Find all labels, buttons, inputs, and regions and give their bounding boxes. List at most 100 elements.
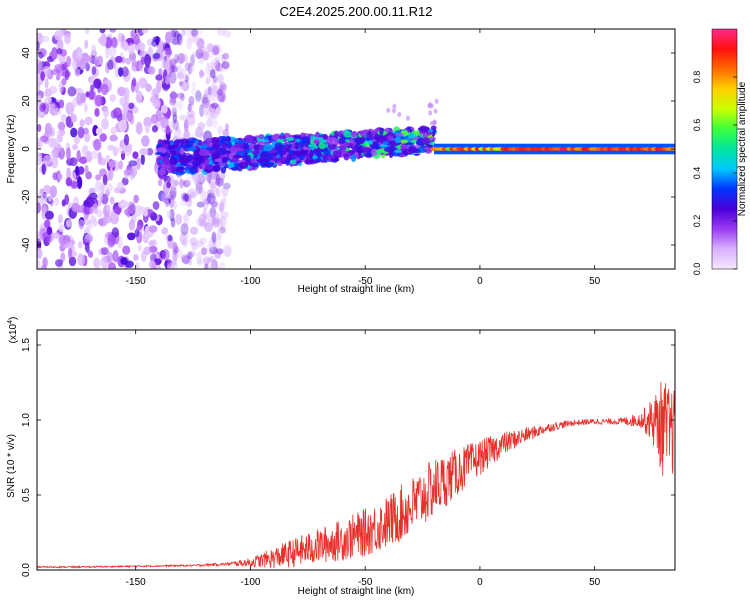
spectrogram-cell (94, 108, 100, 117)
spectrogram-cell (128, 219, 136, 231)
spectrogram-cell (168, 195, 175, 208)
x-tick-label: 0 (477, 577, 483, 588)
spectrogram-cell (37, 40, 40, 52)
spectrogram-cell (125, 57, 132, 65)
spectrogram-cell (70, 171, 77, 181)
spectrogram-cell (188, 95, 195, 106)
spectrogram-cell (190, 88, 199, 95)
spectrogram-cell (191, 29, 198, 37)
spectrogram-cell (379, 144, 389, 148)
spectrogram-cell (338, 133, 345, 138)
snr-frame (36, 329, 676, 571)
spectrogram-cell (303, 157, 314, 165)
spectrogram-cell (294, 142, 299, 150)
spectrogram-cell (120, 200, 130, 208)
spectrogram-cell (206, 118, 214, 128)
spectrogram-cell (407, 145, 417, 154)
spectrogram-cell (37, 155, 42, 165)
spectrogram-cell (199, 125, 205, 133)
spectrogram-cell (156, 143, 162, 147)
spectrogram-cell (156, 80, 162, 94)
spectrogram-cell (64, 68, 70, 81)
spectrogram-cell (107, 144, 115, 151)
spectrogram-cells (37, 29, 675, 269)
spectrogram-cell (185, 198, 193, 208)
spectrogram-cell (211, 137, 220, 146)
colorbar-tick-label: 0.8 (692, 71, 702, 84)
spectrogram-cell (37, 202, 41, 214)
spectrogram-cell (74, 87, 84, 95)
colorbar-tick-label: 0.4 (692, 167, 702, 180)
y-tick-label: 20 (21, 95, 32, 107)
spectrogram-cell (94, 94, 104, 107)
spectrogram-cell (181, 254, 191, 264)
spectrogram-cell (201, 96, 211, 109)
spectrogram-cell (102, 214, 108, 226)
spectrogram-cell (159, 167, 166, 176)
spectrogram-cell (191, 242, 198, 251)
spectrogram-cell (219, 147, 228, 155)
spectrogram-cell (397, 111, 402, 117)
spectrogram-cell (223, 244, 232, 258)
spectrogram-cell (211, 217, 221, 228)
spectrogram-cell (212, 233, 217, 246)
spectrogram-cell (347, 150, 356, 154)
spectrogram-cell (199, 45, 206, 55)
spectrogram-cell (83, 103, 88, 113)
spectrogram-cell (189, 191, 197, 199)
spectrogram-cell (213, 163, 221, 172)
spectrogram-cell (418, 125, 428, 134)
svg-text:(x104): (x104) (7, 317, 19, 344)
x-tick-label: 50 (589, 276, 601, 287)
spectrogram-cell (180, 53, 188, 63)
spectrogram-cell (202, 197, 209, 211)
spectrogram-cell (294, 157, 300, 162)
spectrogram-cell (167, 234, 173, 242)
spectrogram-cell (209, 69, 216, 79)
spectrogram-cell (212, 261, 218, 269)
spectrogram-cell (99, 29, 106, 34)
spectrogram-cell (220, 65, 228, 73)
y-tick-label: -20 (21, 189, 32, 204)
spectrogram-cell (196, 201, 205, 208)
spectrogram-cell (233, 154, 244, 159)
spectrogram-cell (85, 171, 92, 180)
colorbar-tick-label: 0.6 (692, 119, 702, 132)
spectrogram-cell (392, 103, 397, 109)
spectrogram-cell (85, 196, 95, 208)
spectrogram-cell (176, 72, 185, 80)
snr-line (36, 382, 676, 569)
y-tick-label: 1.5 (21, 338, 32, 352)
spectrogram-cell (37, 137, 43, 150)
spectrogram-cell (214, 158, 223, 163)
spectrogram-cell (54, 197, 60, 206)
spectrogram-cell (124, 208, 132, 216)
spectrogram-cell (84, 116, 93, 126)
spectrogram-cell (173, 58, 178, 66)
spectrogram-cell (176, 249, 184, 259)
spectrogram-cell (77, 166, 85, 175)
spectrogram-cell (219, 85, 225, 97)
spectrogram-cell (205, 78, 211, 85)
spectrogram-cell (194, 190, 200, 197)
spectrogram-cell (350, 131, 358, 137)
spectrogram-cell (209, 262, 217, 269)
spectrogram-cell (165, 125, 171, 135)
spectrogram-cell (196, 258, 203, 266)
spectrogram-cell (219, 226, 226, 234)
spectrogram-cell (285, 136, 295, 142)
spectrogram-cell (261, 161, 267, 166)
spectrogram-cell (177, 52, 185, 64)
spectrogram-cell (211, 217, 218, 226)
spectrogram-cell (382, 141, 389, 145)
spectrogram-cell (184, 119, 189, 132)
spectrogram-cell (189, 167, 197, 174)
snr-scale-prefix: (x10 (8, 323, 19, 343)
spectrogram-cell (287, 149, 295, 154)
spectrogram-cell (51, 47, 58, 60)
spectrogram-cell (200, 190, 208, 202)
spectrogram-cell (187, 65, 195, 73)
spectrogram-cell (200, 247, 208, 256)
spectrogram-cell (143, 53, 152, 67)
